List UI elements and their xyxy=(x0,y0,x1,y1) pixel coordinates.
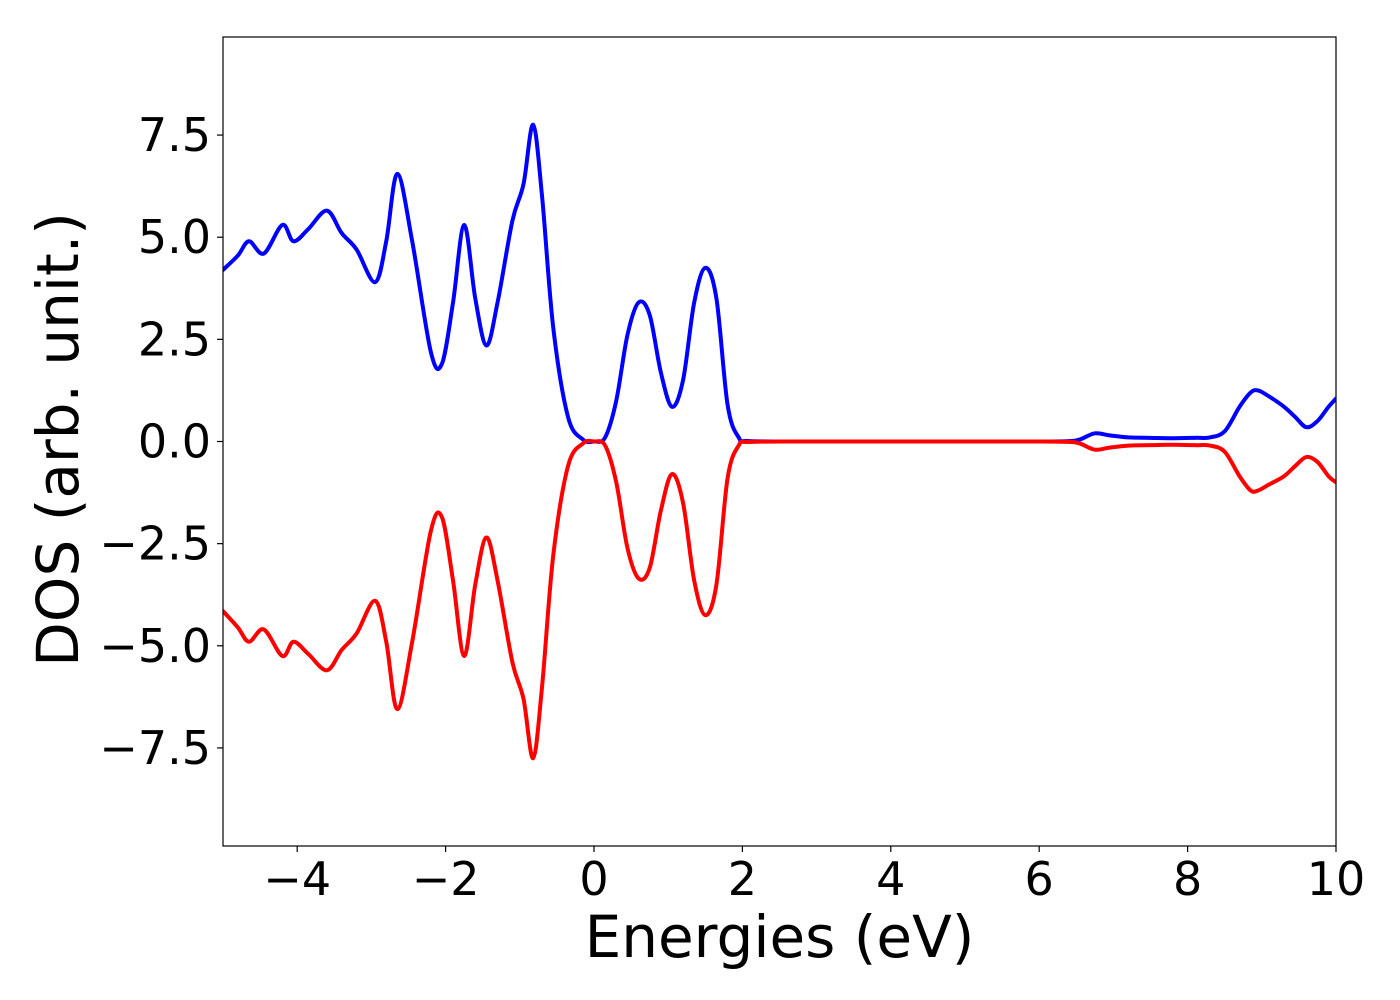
x-tick-label: −2 xyxy=(412,852,480,906)
y-axis-title: DOS (arb. unit.) xyxy=(24,212,92,667)
x-tick-label: 0 xyxy=(579,852,608,906)
y-axis: −7.5 −5.0 −2.5 0.0 2.5 5.0 7.5 xyxy=(99,108,223,775)
y-tick-label: 0.0 xyxy=(138,415,211,469)
x-axis: −4 −2 0 2 4 6 8 10 xyxy=(263,846,1365,906)
x-tick-label: 4 xyxy=(876,852,905,906)
x-tick-label: −4 xyxy=(263,852,331,906)
plot-area xyxy=(222,36,1337,847)
x-tick-label: 6 xyxy=(1025,852,1054,906)
y-tick-label: −5.0 xyxy=(99,619,211,673)
y-tick-label: 2.5 xyxy=(138,312,211,366)
dos-series-line-1 xyxy=(223,122,1336,445)
y-tick-label: −7.5 xyxy=(99,721,211,775)
x-tick-label: 10 xyxy=(1307,852,1366,906)
x-tick-label: 8 xyxy=(1173,852,1202,906)
x-axis-title: Energies (eV) xyxy=(585,903,975,971)
series-group xyxy=(223,122,1336,761)
dos-series-line-2 xyxy=(223,438,1336,761)
y-tick-label: −2.5 xyxy=(99,517,211,571)
y-tick-label: 7.5 xyxy=(138,108,211,162)
x-tick-label: 2 xyxy=(728,852,757,906)
y-tick-label: 5.0 xyxy=(138,210,211,264)
